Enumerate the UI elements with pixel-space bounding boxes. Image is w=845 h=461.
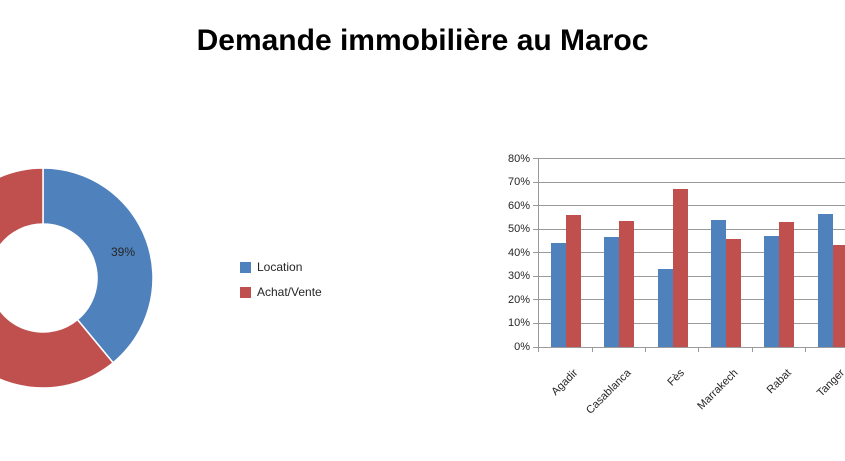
pie-slice-achat-vente — [0, 168, 115, 388]
x-axis-tick — [698, 347, 700, 352]
bar-achat-vente-marrakech — [726, 238, 742, 347]
bar-location-marrakech — [711, 219, 727, 347]
x-axis-tick — [751, 347, 753, 352]
x-axis-category-label: Rabat — [764, 367, 794, 397]
bar-gridline — [538, 275, 845, 277]
bar-location-tanger — [817, 213, 833, 347]
x-axis-category-label: Agadir — [549, 367, 581, 398]
bar-gridline — [538, 252, 845, 254]
y-axis-tick — [533, 299, 538, 301]
x-axis-category-label: Tanger — [814, 367, 845, 400]
y-axis-tick-label: 10% — [507, 317, 530, 330]
chart-legend: Location Achat/Vente — [240, 260, 322, 311]
y-axis-tick-label: 80% — [507, 152, 530, 165]
donut-data-label: 39% — [110, 245, 136, 259]
bar-gridline — [538, 228, 845, 230]
bar-achat-vente-tanger — [832, 244, 845, 347]
y-axis-tick-label: 40% — [507, 246, 530, 259]
bar-gridline — [538, 346, 845, 348]
bar-location-fès — [657, 269, 673, 347]
y-axis-tick-label: 20% — [507, 293, 530, 306]
legend-label: Achat/Vente — [257, 285, 322, 299]
y-axis-line — [538, 158, 539, 348]
chart-title: Demande immobilière au Maroc — [196, 24, 649, 57]
x-axis-category-label: Fès — [665, 367, 688, 389]
legend-item-location: Location — [240, 260, 322, 274]
bar-gridline — [538, 299, 845, 301]
legend-label: Location — [257, 260, 303, 274]
y-axis-tick-label: 50% — [507, 223, 530, 236]
legend-swatch-location — [240, 261, 251, 273]
y-axis-tick — [533, 228, 538, 230]
y-axis-tick — [533, 205, 538, 207]
bar-achat-vente-agadir — [566, 215, 581, 347]
legend-item-achat-vente: Achat/Vente — [240, 285, 322, 299]
legend-swatch-achat-vente — [240, 286, 251, 298]
donut-chart — [0, 168, 153, 388]
pie-slice-location — [42, 168, 153, 364]
bar-achat-vente-rabat — [779, 222, 795, 347]
bar-gridline — [538, 322, 845, 324]
y-axis-tick — [533, 181, 538, 183]
x-axis-tick — [805, 347, 807, 352]
bar-gridline — [538, 158, 845, 160]
y-axis-tick — [533, 275, 538, 277]
x-axis-category-label: Casablanca — [584, 367, 634, 417]
y-axis-tick — [533, 252, 538, 254]
x-axis-category-label: Marrakech — [695, 367, 741, 413]
y-axis-tick-label: 30% — [507, 270, 530, 283]
y-axis-tick — [533, 158, 538, 160]
bar-gridline — [538, 205, 845, 207]
x-axis-tick — [591, 347, 593, 352]
bar-achat-vente-casablanca — [619, 220, 635, 347]
y-axis-tick-label: 70% — [507, 176, 530, 189]
bar-location-agadir — [551, 243, 566, 347]
x-axis-tick — [538, 347, 540, 352]
y-axis-tick — [533, 346, 538, 348]
bar-achat-vente-fès — [672, 189, 688, 347]
x-axis-tick — [645, 347, 646, 352]
bar-gridline — [538, 181, 845, 183]
bar-location-casablanca — [604, 237, 620, 347]
bar-location-rabat — [764, 236, 780, 347]
y-axis-tick-label: 60% — [507, 199, 530, 212]
y-axis-tick — [533, 322, 538, 324]
y-axis-tick-label: 0% — [514, 341, 530, 353]
